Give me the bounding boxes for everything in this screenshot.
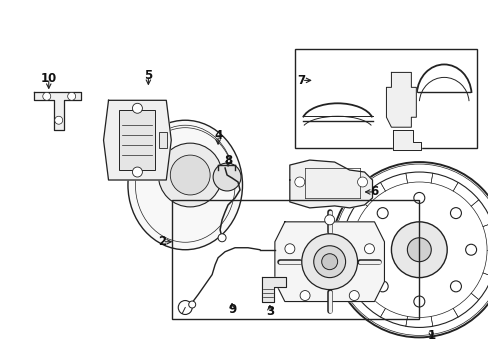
Circle shape: [170, 155, 210, 195]
Circle shape: [132, 167, 142, 177]
Circle shape: [376, 208, 387, 219]
Circle shape: [449, 281, 461, 292]
Polygon shape: [262, 276, 285, 302]
Circle shape: [413, 296, 424, 307]
Polygon shape: [386, 72, 415, 127]
Circle shape: [331, 162, 488, 337]
Circle shape: [413, 193, 424, 203]
Circle shape: [449, 208, 461, 219]
Circle shape: [324, 215, 334, 225]
Text: 2: 2: [158, 235, 166, 248]
Circle shape: [361, 244, 372, 255]
Circle shape: [348, 291, 359, 301]
Polygon shape: [103, 100, 171, 180]
Text: 3: 3: [265, 305, 273, 318]
Circle shape: [294, 177, 304, 187]
Circle shape: [465, 244, 476, 255]
Circle shape: [67, 92, 76, 100]
Bar: [159, 132, 167, 148]
Circle shape: [55, 116, 62, 124]
Polygon shape: [289, 160, 372, 208]
Text: 9: 9: [227, 303, 236, 316]
Circle shape: [364, 244, 374, 254]
Circle shape: [158, 143, 222, 207]
Circle shape: [390, 222, 447, 278]
Circle shape: [301, 234, 357, 289]
Circle shape: [321, 254, 337, 270]
Circle shape: [357, 177, 367, 187]
Bar: [294, 49, 476, 148]
Text: 4: 4: [214, 129, 222, 142]
Ellipse shape: [128, 120, 242, 250]
Circle shape: [285, 244, 294, 254]
Bar: [119, 110, 155, 170]
Text: 5: 5: [144, 69, 152, 82]
Text: 6: 6: [369, 185, 378, 198]
Text: 7: 7: [297, 74, 305, 87]
Circle shape: [42, 92, 51, 100]
Text: 8: 8: [224, 154, 232, 167]
Circle shape: [178, 301, 192, 315]
Polygon shape: [34, 92, 81, 130]
Circle shape: [313, 246, 345, 278]
Bar: [172, 200, 419, 319]
Polygon shape: [274, 222, 384, 302]
Circle shape: [188, 301, 195, 308]
Circle shape: [407, 238, 430, 262]
Text: 1: 1: [427, 329, 434, 342]
Circle shape: [376, 281, 387, 292]
Circle shape: [300, 291, 309, 301]
Circle shape: [218, 234, 225, 242]
Circle shape: [132, 103, 142, 113]
Text: 10: 10: [41, 72, 57, 85]
Circle shape: [213, 163, 241, 191]
Polygon shape: [393, 130, 421, 150]
